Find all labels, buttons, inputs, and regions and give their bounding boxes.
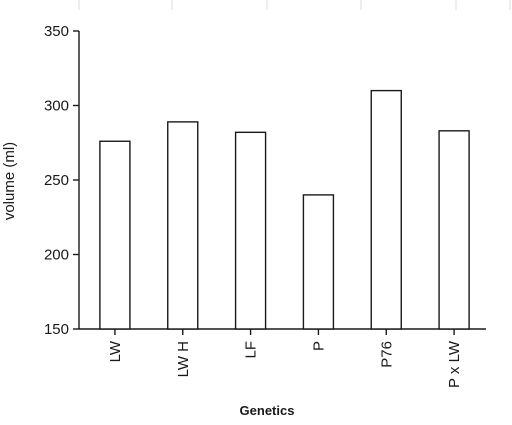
top-edge-marks: [78, 0, 511, 10]
x-axis: LW LW H LF P P76 P x LW: [79, 328, 486, 388]
y-tick-label: 200: [44, 247, 69, 264]
x-tick-label: LW: [107, 340, 124, 362]
y-tick-label: 350: [44, 23, 69, 40]
x-tick-label: LW H: [175, 341, 192, 377]
bar: [302, 194, 335, 330]
bar: [234, 131, 267, 330]
y-axis: 150 200 250 300 350: [44, 23, 80, 338]
x-tick-label: P: [310, 341, 327, 351]
bar: [370, 89, 402, 330]
y-tick-label: 150: [44, 321, 69, 338]
y-tick-label: 300: [44, 98, 69, 115]
bar: [438, 130, 470, 330]
y-tick-label: 250: [44, 172, 69, 189]
x-axis-title: Genetics: [240, 403, 295, 418]
x-tick-label: LF: [243, 341, 260, 359]
bar: [99, 140, 131, 330]
x-tick-label: P x LW: [446, 340, 463, 388]
y-axis-title: volume (ml): [1, 142, 18, 220]
bar: [167, 121, 199, 330]
bars: [99, 89, 470, 330]
x-tick-label: P76: [378, 341, 395, 368]
